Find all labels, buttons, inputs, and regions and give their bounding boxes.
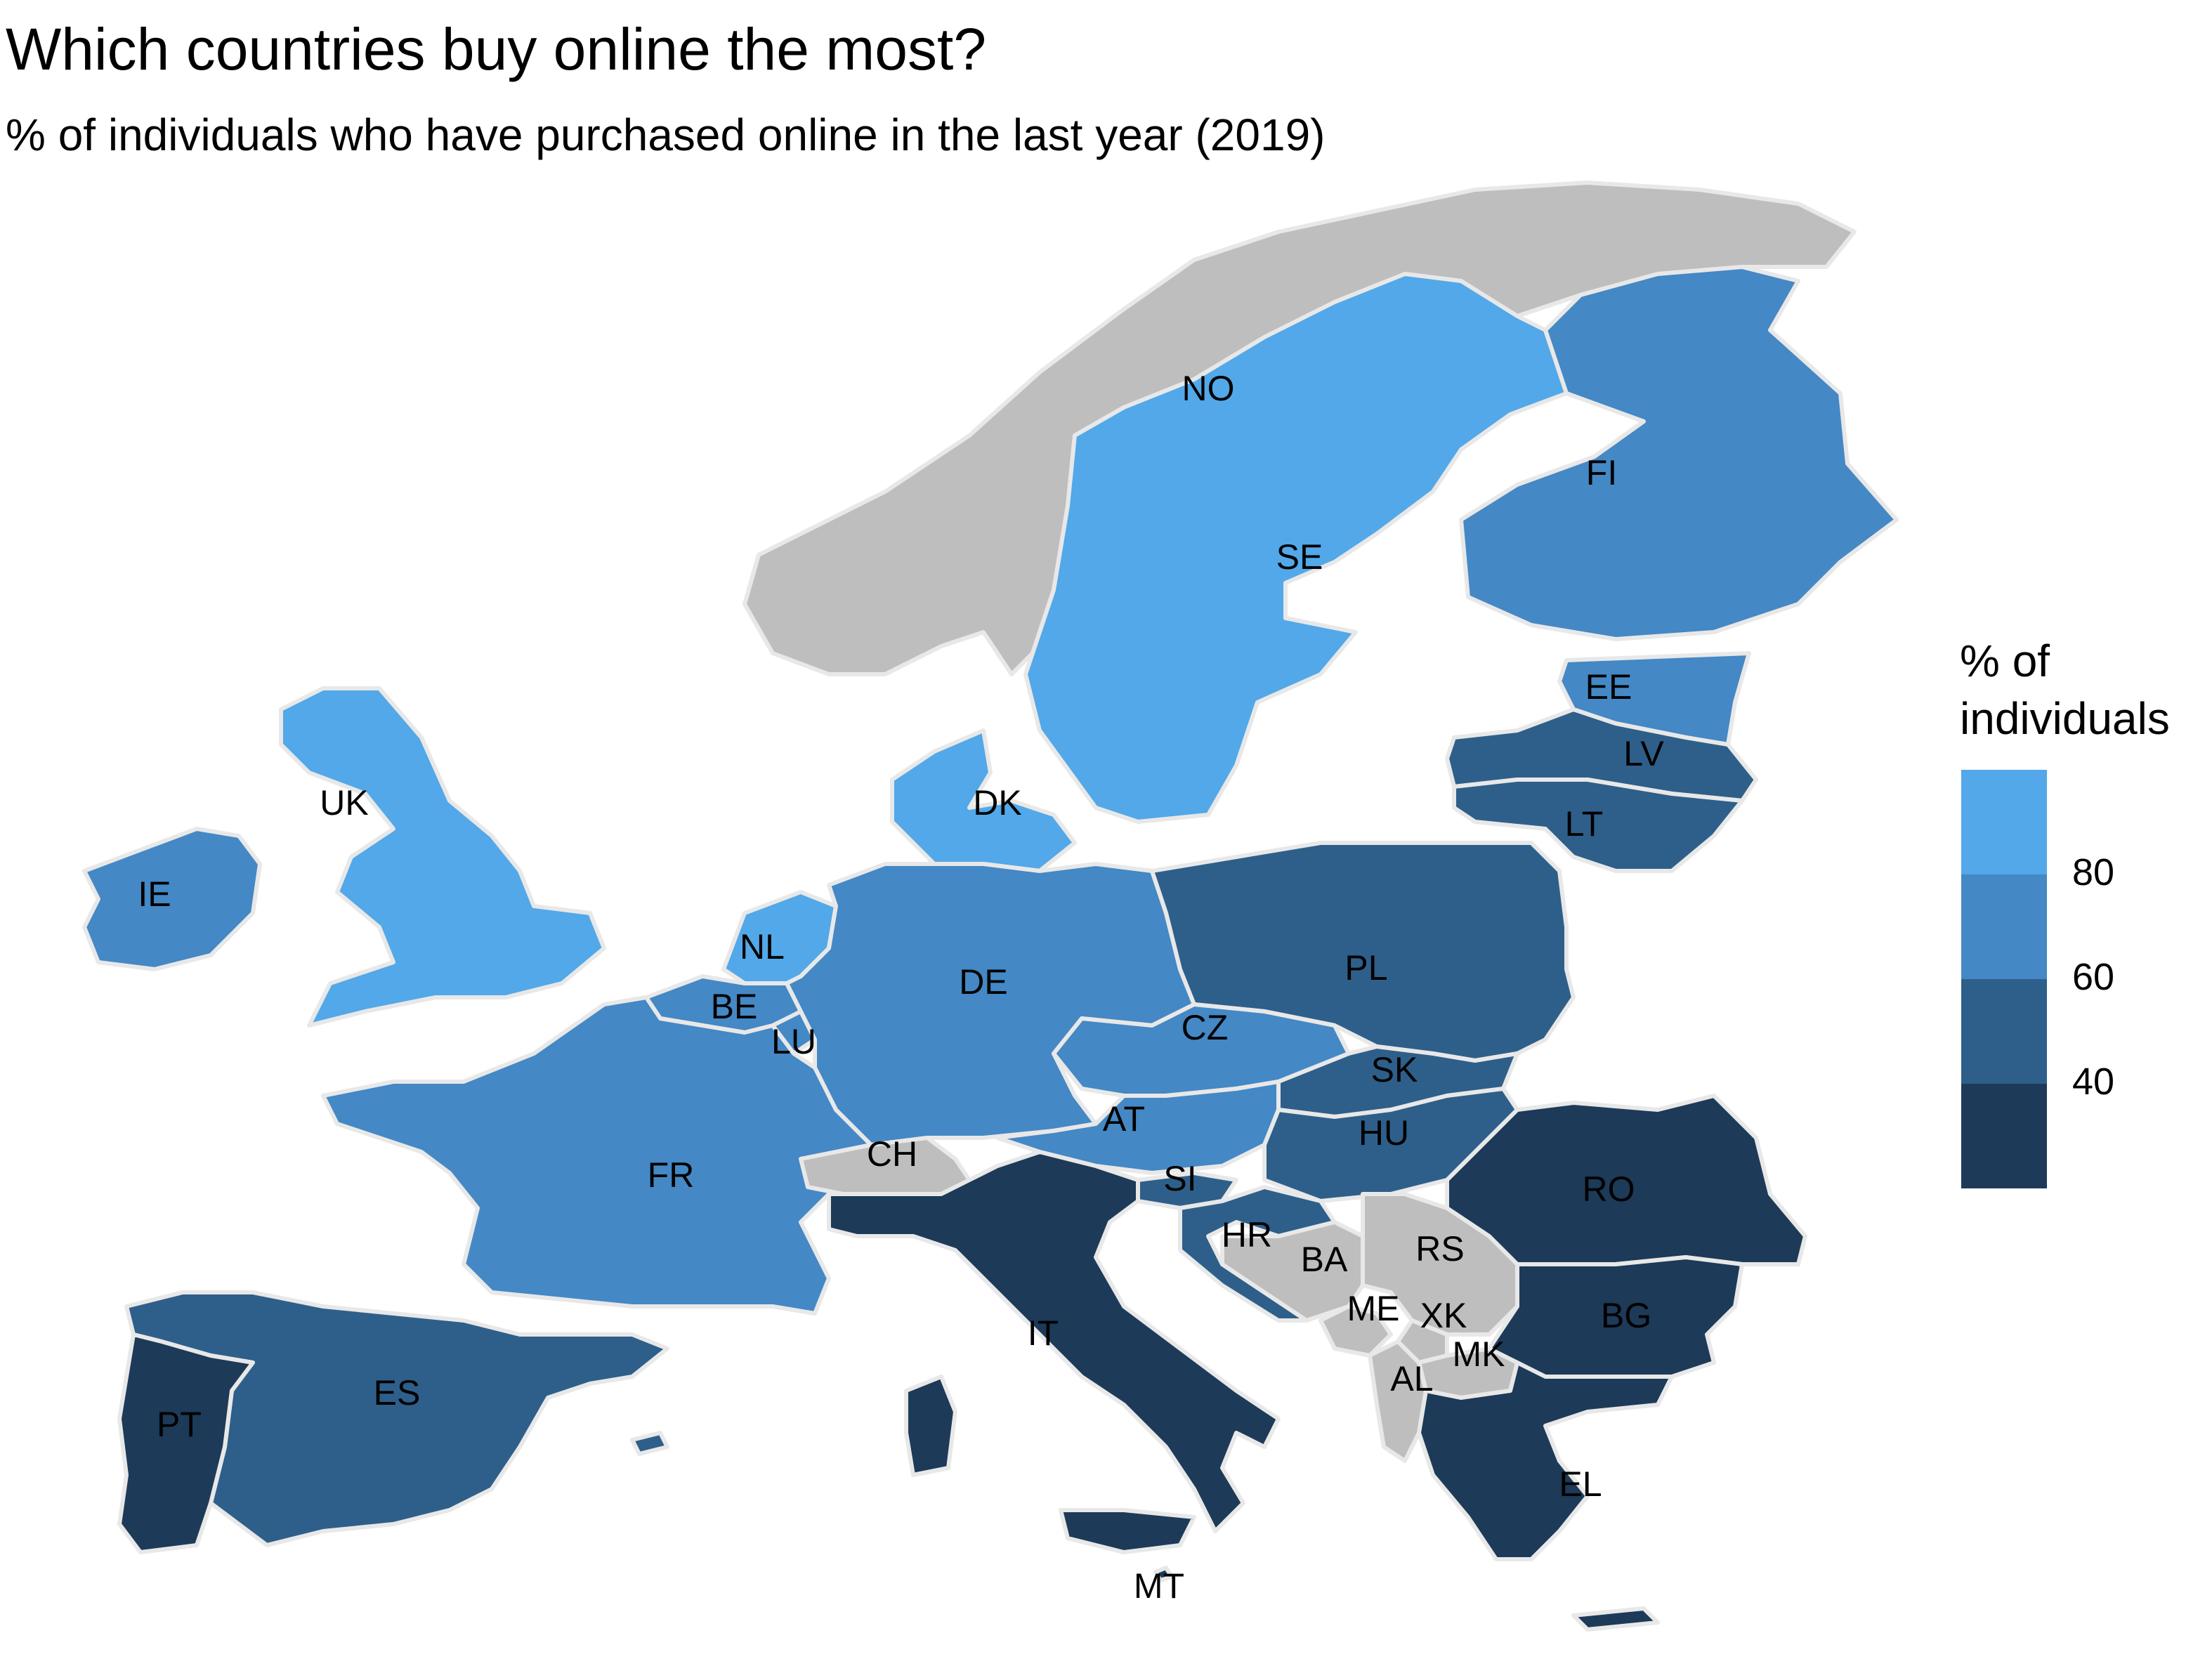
- legend-title-line-2: individuals: [1960, 693, 2170, 744]
- country-it: [827, 1150, 1281, 1554]
- legend-swatch-20-40: [1961, 1084, 2047, 1188]
- legend-tick-80: 80: [2072, 851, 2115, 893]
- country-ro: [1445, 1094, 1807, 1266]
- country-label-hu: HU: [1359, 1113, 1409, 1153]
- country-label-me: ME: [1347, 1289, 1400, 1328]
- country-label-si: SI: [1163, 1159, 1196, 1198]
- legend-tick-40: 40: [2072, 1061, 2115, 1103]
- country-label-al: AL: [1390, 1359, 1433, 1398]
- country-label-ro: RO: [1583, 1169, 1635, 1209]
- map-subtitle: % of individuals who have purchased onli…: [6, 110, 1326, 160]
- country-pt: [117, 1332, 255, 1554]
- country-label-bg: BG: [1601, 1296, 1651, 1335]
- legend-title-line-1: % of: [1960, 636, 2050, 686]
- legend-swatch-80-100: [1961, 770, 2047, 874]
- country-label-rs: RS: [1415, 1229, 1464, 1268]
- country-label-ie: IE: [138, 874, 171, 914]
- country-label-lt: LT: [1565, 804, 1604, 844]
- country-label-mk: MK: [1453, 1335, 1505, 1374]
- country-label-lu: LU: [771, 1022, 816, 1061]
- country-label-ee: EE: [1585, 667, 1632, 707]
- country-label-uk: UK: [320, 783, 368, 822]
- country-label-it: IT: [1028, 1313, 1059, 1353]
- country-label-ba: BA: [1301, 1240, 1348, 1279]
- country-label-de: DE: [959, 962, 1007, 1002]
- country-label-no: NO: [1182, 369, 1235, 408]
- country-bg: [1487, 1255, 1744, 1379]
- country-label-pl: PL: [1344, 948, 1387, 988]
- country-lt: [1452, 778, 1744, 873]
- legend-title: % of individuals: [1960, 632, 2170, 747]
- country-label-se: SE: [1276, 537, 1323, 577]
- country-label-hr: HR: [1222, 1215, 1272, 1254]
- country-label-lv: LV: [1623, 734, 1664, 773]
- country-label-nl: NL: [740, 927, 785, 966]
- country-label-es: ES: [374, 1373, 421, 1412]
- country-label-be: BE: [711, 987, 758, 1026]
- country-label-ch: CH: [867, 1134, 917, 1174]
- country-se: [1023, 272, 1569, 824]
- country-label-dk: DK: [973, 783, 1021, 822]
- country-hr: [1178, 1185, 1337, 1323]
- country-me: [1318, 1304, 1393, 1358]
- country-label-fi: FI: [1586, 453, 1617, 492]
- legend-swatch-40-60: [1961, 979, 2047, 1084]
- legend-tick-60: 60: [2072, 956, 2115, 998]
- country-label-cz: CZ: [1182, 1008, 1229, 1047]
- country-label-sk: SK: [1371, 1050, 1418, 1089]
- country-de: [785, 862, 1196, 1147]
- country-label-pt: PT: [157, 1405, 202, 1444]
- country-label-el: EL: [1559, 1464, 1602, 1504]
- country-ba: [1220, 1220, 1365, 1323]
- country-label-at: AT: [1103, 1099, 1145, 1139]
- map-title: Which countries buy online the most?: [6, 16, 987, 82]
- country-label-fr: FR: [648, 1155, 695, 1195]
- country-fi: [1459, 265, 1899, 641]
- country-label-xk: XK: [1420, 1296, 1467, 1335]
- country-mt: [1153, 1566, 1174, 1582]
- country-label-mt: MT: [1134, 1566, 1184, 1606]
- country-el: [1417, 1360, 1674, 1632]
- country-ie: [82, 827, 262, 971]
- legend-swatch-60-80: [1961, 874, 2047, 979]
- country-dk: [890, 728, 1077, 873]
